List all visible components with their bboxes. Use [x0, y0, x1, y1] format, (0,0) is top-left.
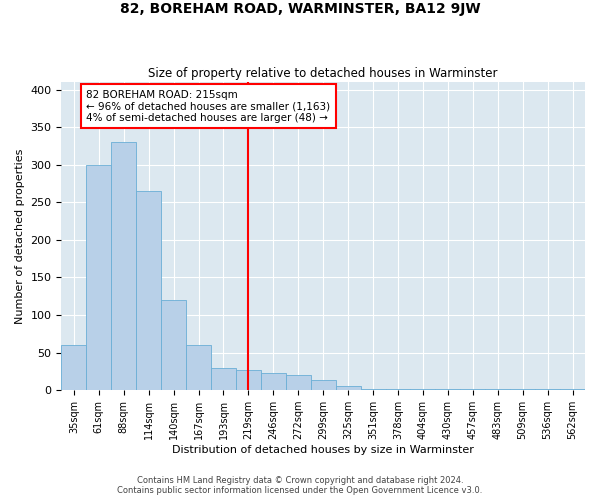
Bar — [111, 142, 136, 390]
Bar — [485, 388, 510, 390]
Bar — [211, 368, 236, 390]
Bar — [286, 375, 311, 390]
Text: 82 BOREHAM ROAD: 215sqm
← 96% of detached houses are smaller (1,163)
4% of semi-: 82 BOREHAM ROAD: 215sqm ← 96% of detache… — [86, 90, 331, 123]
Y-axis label: Number of detached properties: Number of detached properties — [15, 148, 25, 324]
Text: Contains HM Land Registry data © Crown copyright and database right 2024.
Contai: Contains HM Land Registry data © Crown c… — [118, 476, 482, 495]
Title: Size of property relative to detached houses in Warminster: Size of property relative to detached ho… — [148, 66, 498, 80]
Bar — [86, 164, 111, 390]
Bar — [161, 300, 186, 390]
Bar — [335, 386, 361, 390]
Bar — [311, 380, 335, 390]
Bar — [136, 191, 161, 390]
Bar — [236, 370, 261, 390]
X-axis label: Distribution of detached houses by size in Warminster: Distribution of detached houses by size … — [172, 445, 474, 455]
Bar — [61, 345, 86, 390]
Bar — [560, 388, 585, 390]
Bar — [410, 388, 436, 390]
Bar — [261, 373, 286, 390]
Bar — [186, 345, 211, 390]
Text: 82, BOREHAM ROAD, WARMINSTER, BA12 9JW: 82, BOREHAM ROAD, WARMINSTER, BA12 9JW — [119, 2, 481, 16]
